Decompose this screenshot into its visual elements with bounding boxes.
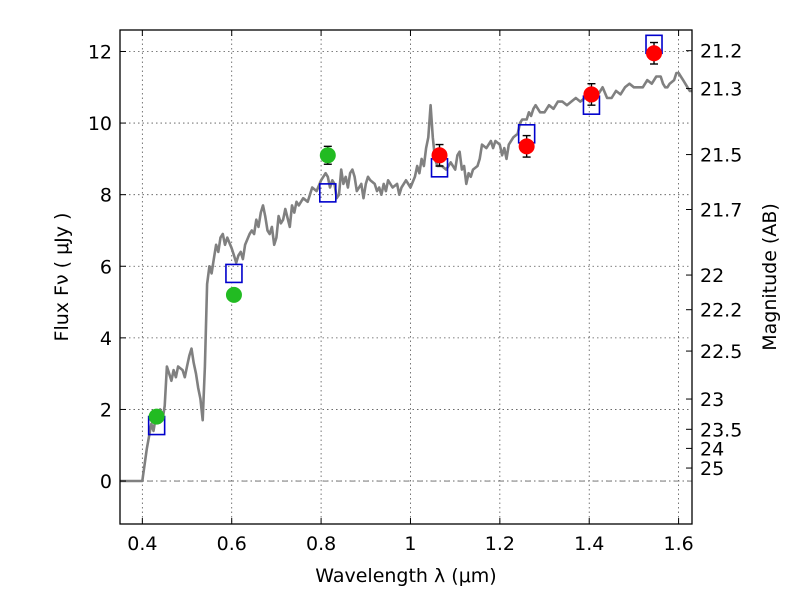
x-tick-label: 0.6	[217, 533, 247, 555]
observed-flux-point	[319, 147, 336, 164]
observed-flux-point	[583, 86, 600, 103]
y2-tick-label: 25	[700, 458, 724, 480]
x-tick-label: 1	[404, 533, 416, 555]
y-tick-label: 12	[88, 41, 112, 63]
y-tick-label: 0	[100, 471, 112, 493]
observed-flux-point	[148, 408, 165, 425]
y2-tick-label: 22.5	[700, 341, 742, 363]
series-layer	[120, 34, 692, 483]
y2-tick-label: 21.5	[700, 145, 742, 167]
y2-tick-label: 21.3	[700, 79, 742, 101]
observed-flux-point	[431, 147, 448, 164]
spectrum-line	[120, 71, 692, 483]
x-tick-label: 1.6	[663, 533, 693, 555]
x-tick-label: 1.4	[574, 533, 604, 555]
y2-axis-title: Magnitude (AB)	[759, 203, 781, 351]
y2-tick-label: 21.7	[700, 199, 742, 221]
y2-tick-label: 23.5	[700, 419, 742, 441]
x-tick-label: 0.8	[306, 533, 336, 555]
y2-tick-label: 21.2	[700, 41, 742, 63]
x-axis-title: Wavelength λ (μm)	[315, 565, 496, 587]
model-flux-square	[225, 263, 243, 284]
y-tick-label: 6	[100, 256, 112, 278]
y-tick-label: 10	[88, 113, 112, 135]
y-tick-label: 2	[100, 399, 112, 421]
observed-flux-point	[225, 286, 242, 303]
model-flux-square	[318, 183, 337, 203]
y-tick-label: 4	[100, 328, 112, 350]
observed-flux-point	[646, 45, 663, 62]
y2-tick-label: 24	[700, 438, 724, 460]
y2-tick-label: 22	[700, 265, 724, 287]
plot-frame	[119, 29, 693, 525]
x-tick-label: 1.2	[485, 533, 515, 555]
y-axis-title: Flux Fν ( μJy )	[51, 213, 73, 342]
y2-tick-label: 23	[700, 389, 724, 411]
grid-layer	[120, 30, 692, 524]
x-tick-label: 0.4	[127, 533, 157, 555]
observed-flux-point	[518, 138, 535, 155]
y-tick-label: 8	[100, 185, 112, 207]
y2-tick-label: 22.2	[700, 300, 742, 322]
